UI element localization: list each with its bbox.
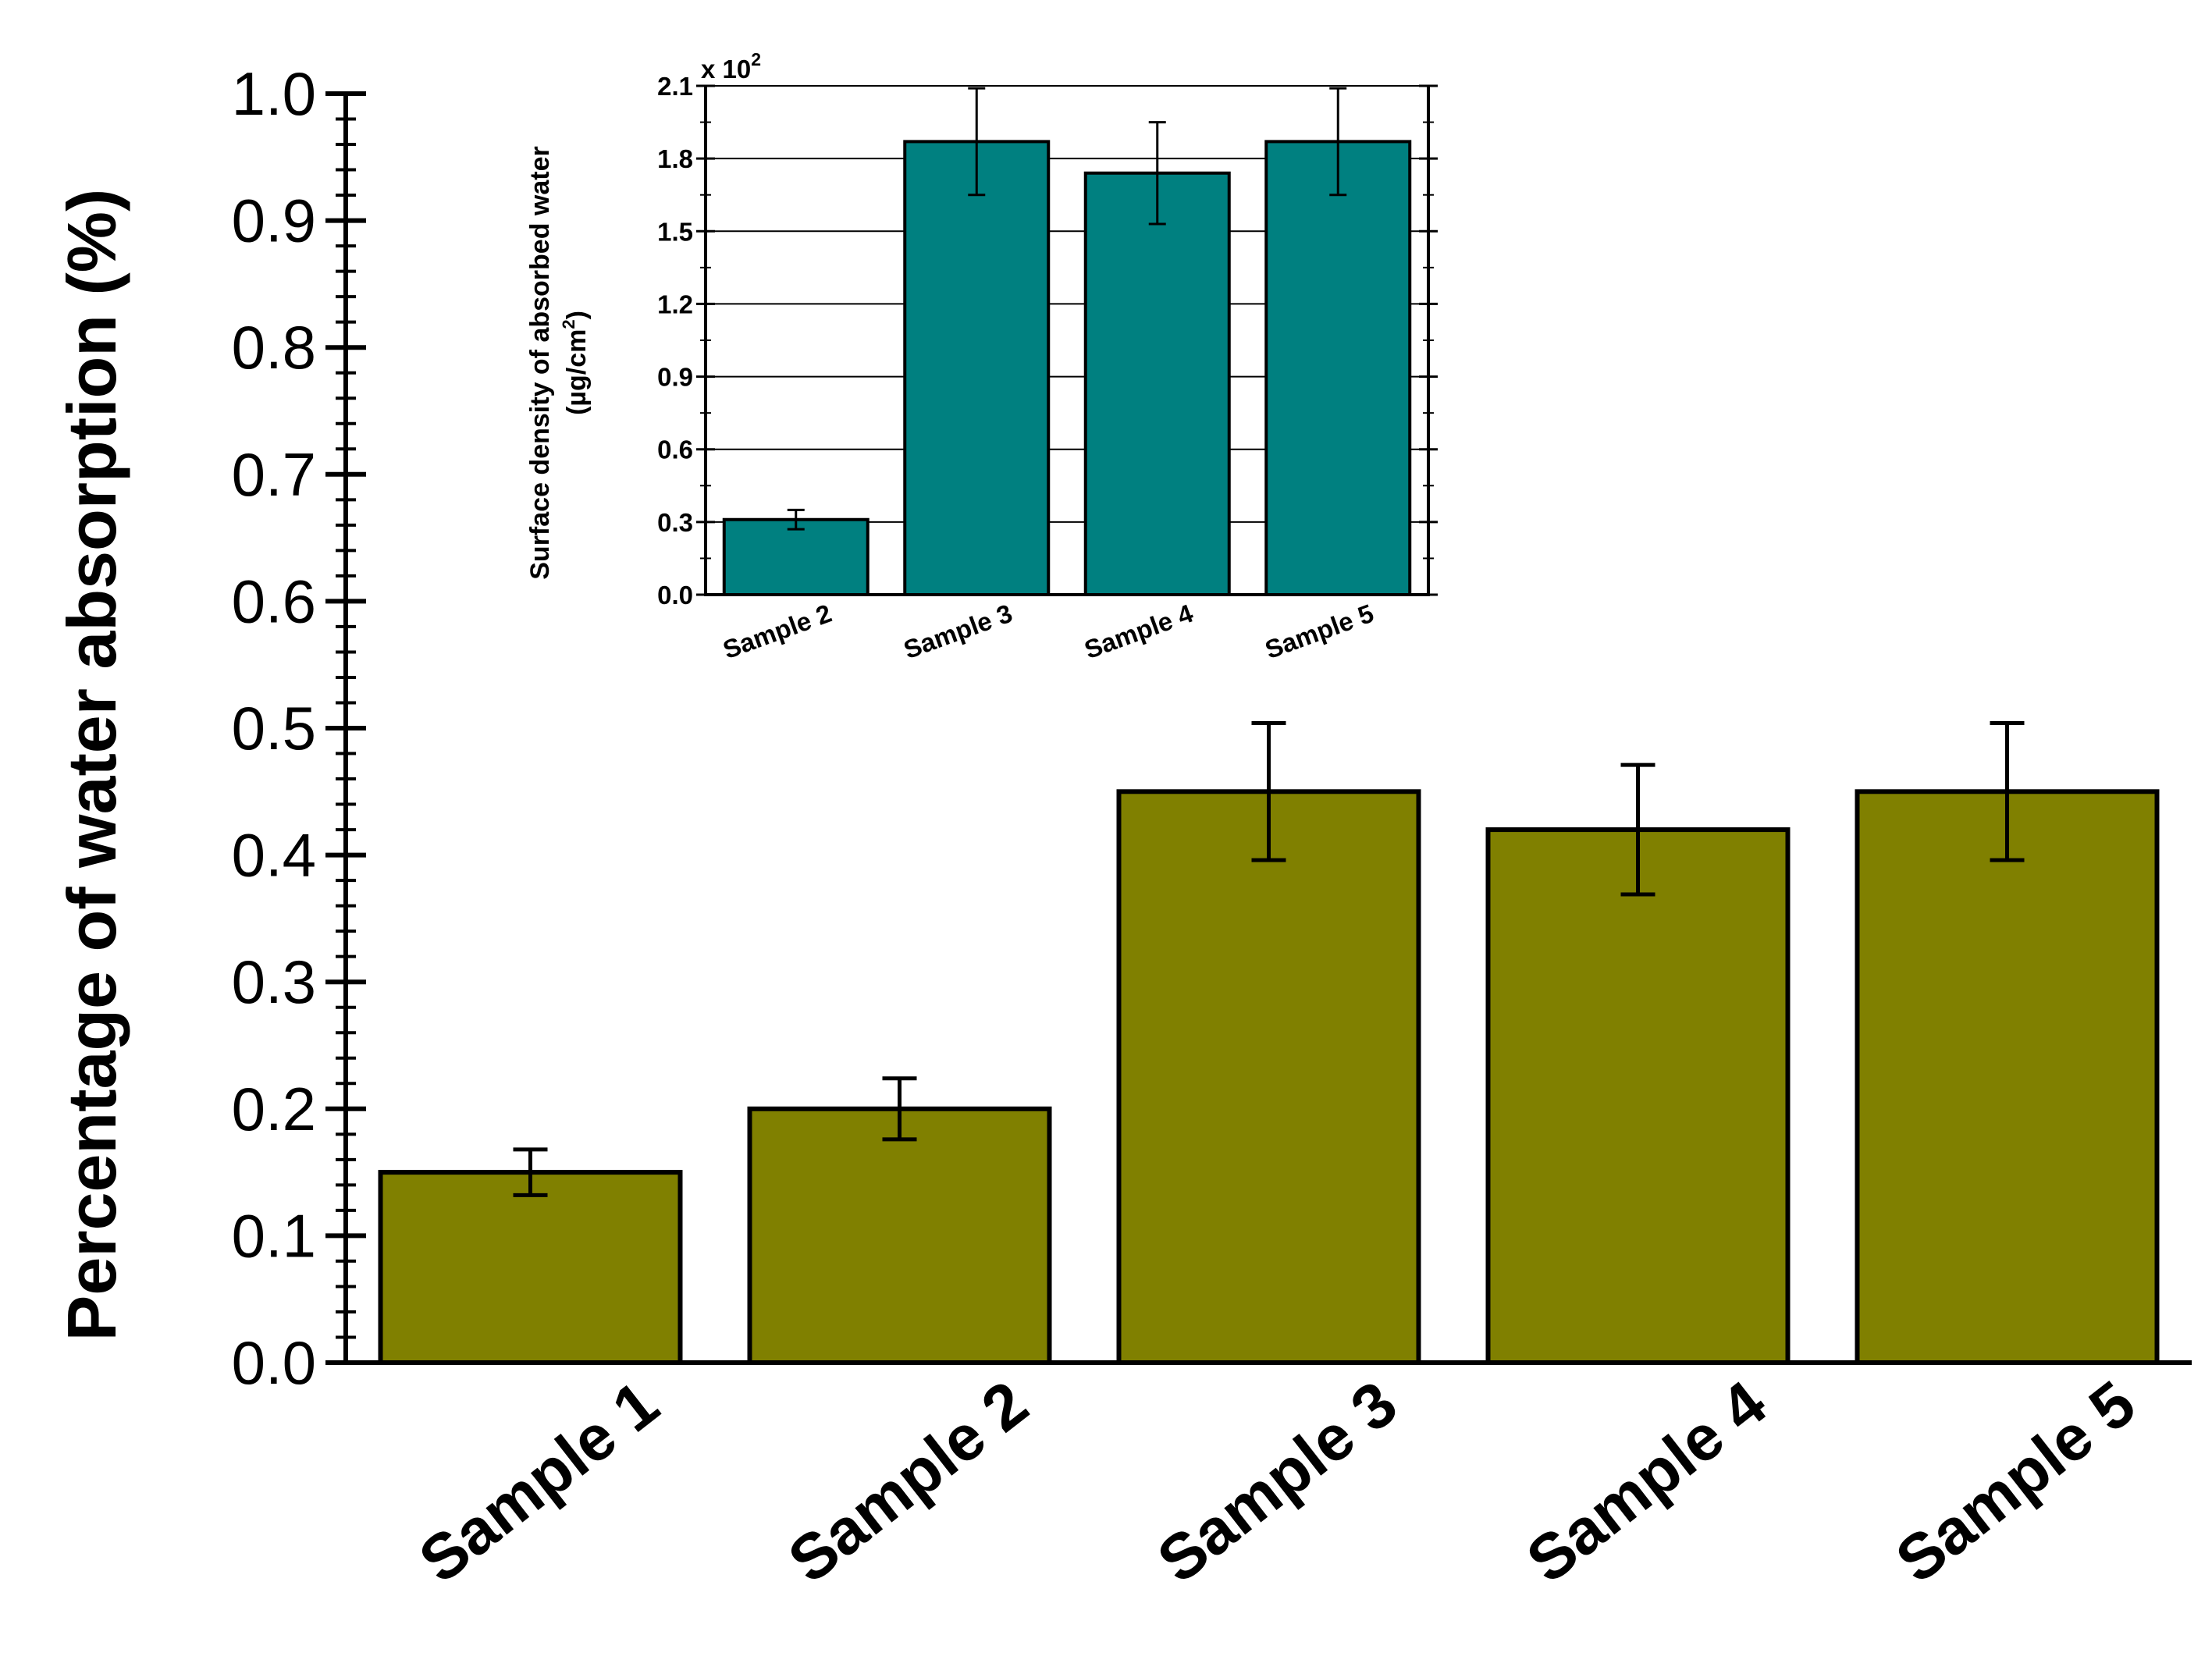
inset-y-tick-label: 0.9 (657, 363, 693, 392)
main-y-tick-label: 0.8 (232, 313, 316, 382)
main-bar-5 (1855, 789, 2160, 1365)
main-bar-4 (1485, 827, 1791, 1365)
inset-y-ticks: 0.0 0.3 0.6 0.9 1.2 1.5 1.8 2.1 (657, 72, 1438, 610)
inset-bar-1 (722, 517, 870, 596)
inset-bar-2 (903, 140, 1051, 596)
main-bar-2 (747, 1106, 1052, 1366)
inset-y-axis-label-line2: (µg/cm2) (559, 311, 592, 415)
inset-bar-3 (1083, 171, 1231, 596)
main-y-tick-label: 0.3 (232, 947, 316, 1016)
inset-bar-4 (1264, 140, 1412, 596)
inset-y-tick-label: 0.0 (657, 581, 693, 610)
inset-scale-factor: x 102 (701, 49, 761, 84)
inset-y-axis-label-line1: Surface density of absorbed water (525, 146, 555, 580)
inset-y-tick-label: 1.8 (657, 144, 693, 173)
main-y-tick-label: 0.6 (232, 567, 316, 635)
main-y-tick-label: 0.0 (232, 1328, 316, 1397)
inset-y-tick-label: 1.2 (657, 290, 693, 318)
main-y-tick-label: 0.4 (232, 821, 316, 890)
inset-y-tick-label: 1.5 (657, 217, 693, 246)
main-y-tick-label: 0.2 (232, 1075, 316, 1143)
inset-y-tick-label: 0.3 (657, 508, 693, 537)
inset-bars (722, 87, 1412, 596)
main-bars (378, 720, 2160, 1366)
main-bar-1 (378, 1170, 683, 1365)
main-y-axis-label: Percentage of water absorption (%) (53, 189, 130, 1342)
main-axes (343, 92, 2192, 1365)
main-y-tick-label: 0.5 (232, 694, 316, 762)
main-y-tick-label: 0.1 (232, 1201, 316, 1270)
main-y-tick-label: 0.7 (232, 440, 316, 509)
main-bar-3 (1116, 789, 1421, 1365)
inset-y-tick-label: 0.6 (657, 435, 693, 464)
inset-y-tick-label: 2.1 (657, 72, 693, 101)
inset-y-axis-label-group: Surface density of absorbed water (µg/cm… (525, 146, 592, 580)
main-y-tick-label: 1.0 (232, 59, 316, 128)
main-y-ticks: 0.0 0.1 0.2 0.3 0.4 0.5 0.6 0.7 0.8 0.9 1.0 (232, 59, 366, 1397)
main-y-tick-label: 0.9 (232, 187, 316, 255)
